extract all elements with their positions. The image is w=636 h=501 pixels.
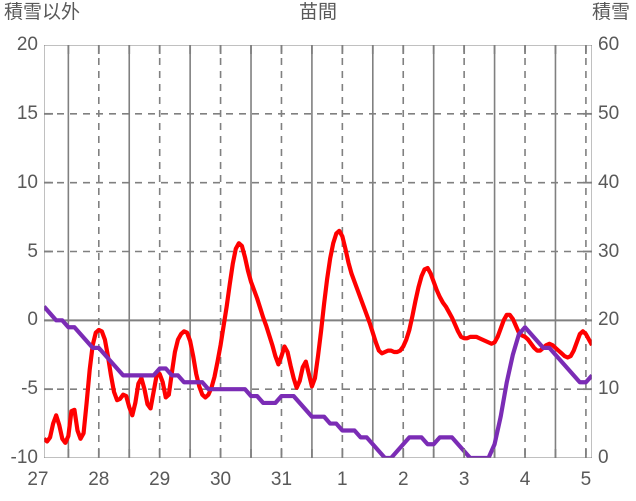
axis-tick-marks — [44, 45, 592, 458]
bottom-tick-label: 29 — [149, 469, 171, 490]
bottom-tick-label: 5 — [580, 469, 592, 490]
bottom-tick-label: 27 — [27, 469, 49, 490]
bottom-tick-label: 3 — [458, 469, 470, 490]
right-axis-title: 積雪 — [591, 2, 630, 23]
series-line-snow — [44, 305, 592, 458]
horizontal-gridlines — [44, 113, 592, 390]
right-tick-label: 30 — [598, 240, 620, 262]
right-tick-label: 50 — [598, 102, 620, 124]
plot-svg — [44, 45, 592, 458]
left-tick-label: 10 — [16, 171, 38, 193]
bottom-tick-label: 31 — [270, 469, 293, 490]
left-axis-title: 積雪以外 — [4, 2, 81, 23]
bottom-tick-label: 1 — [337, 469, 348, 490]
plot-area — [44, 45, 592, 458]
left-tick-label: -10 — [10, 447, 38, 468]
left-tick-label: 5 — [27, 240, 38, 262]
right-tick-label: 60 — [598, 34, 620, 55]
bottom-tick-label: 30 — [209, 469, 232, 490]
left-tick-label: 20 — [16, 34, 38, 55]
left-tick-label: 15 — [16, 102, 38, 124]
right-tick-label: 20 — [598, 309, 620, 331]
bottom-tick-label: 4 — [519, 469, 531, 490]
series-lines — [44, 228, 592, 458]
right-tick-label: 10 — [598, 378, 620, 400]
series-line-temperature — [44, 228, 592, 445]
left-tick-label: 0 — [27, 309, 38, 331]
bottom-tick-label: 28 — [88, 469, 110, 490]
right-tick-label: 0 — [598, 447, 609, 468]
left-tick-label: -5 — [21, 378, 38, 400]
bottom-tick-label: 2 — [397, 469, 409, 490]
chart-title: 苗間 — [298, 2, 337, 23]
right-tick-label: 40 — [598, 171, 620, 193]
